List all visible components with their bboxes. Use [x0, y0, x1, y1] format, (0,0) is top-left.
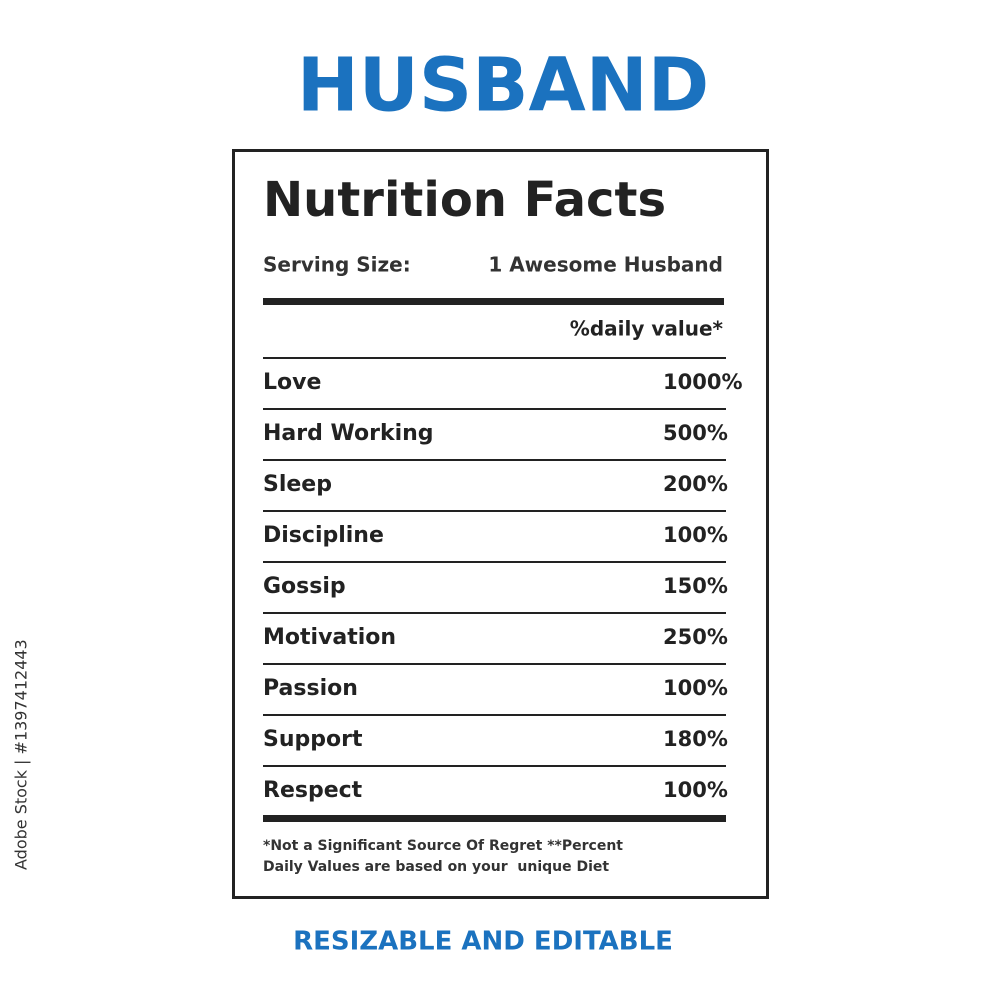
nutrient-name: Gossip — [263, 574, 346, 599]
label-title: Nutrition Facts — [263, 172, 666, 228]
row-rule — [263, 663, 726, 665]
nutrient-value: 200% — [663, 472, 728, 496]
daily-value-header: %daily value* — [570, 317, 724, 341]
footnote: *Not a Significant Source Of Regret **Pe… — [263, 838, 623, 854]
row-rule — [263, 510, 726, 512]
label-box — [232, 149, 769, 899]
nutrient-value: 1000% — [663, 370, 743, 394]
thick-rule — [263, 815, 726, 822]
nutrient-name: Love — [263, 370, 321, 395]
nutrient-name: Passion — [263, 676, 358, 701]
nutrient-name: Discipline — [263, 523, 384, 548]
row-rule — [263, 714, 726, 716]
row-rule — [263, 612, 726, 614]
nutrient-rows: Love 1000% Hard Working 500% Sleep 200% Discip… — [263, 357, 743, 803]
footer-text: RESIZABLE AND EDITABLE — [293, 927, 673, 957]
row-rule — [263, 561, 726, 563]
footnote: Daily Values are based on your unique Di… — [263, 859, 609, 875]
nutrient-name: Hard Working — [263, 421, 434, 446]
watermark: Adobe Stock | #1397412443 — [12, 639, 31, 870]
nutrient-name: Motivation — [263, 625, 396, 650]
row-rule — [263, 765, 726, 767]
thick-rule — [263, 298, 724, 305]
nutrient-name: Support — [263, 727, 363, 752]
nutrient-name: Sleep — [263, 472, 332, 497]
serving-size-value: 1 Awesome Husband — [488, 253, 723, 277]
row-rule — [263, 408, 726, 410]
page-title: HUSBAND — [297, 43, 709, 129]
nutrient-value: 500% — [663, 421, 728, 445]
row-rule — [263, 357, 726, 359]
nutrient-value: 150% — [663, 574, 728, 598]
nutrient-value: 100% — [663, 778, 728, 802]
nutrient-value: 250% — [663, 625, 728, 649]
nutrient-value: 100% — [663, 523, 728, 547]
serving-size-label: Serving Size: — [263, 253, 411, 277]
nutrient-value: 100% — [663, 676, 728, 700]
nutrient-name: Respect — [263, 778, 363, 803]
row-rule — [263, 459, 726, 461]
nutrient-value: 180% — [663, 727, 728, 751]
